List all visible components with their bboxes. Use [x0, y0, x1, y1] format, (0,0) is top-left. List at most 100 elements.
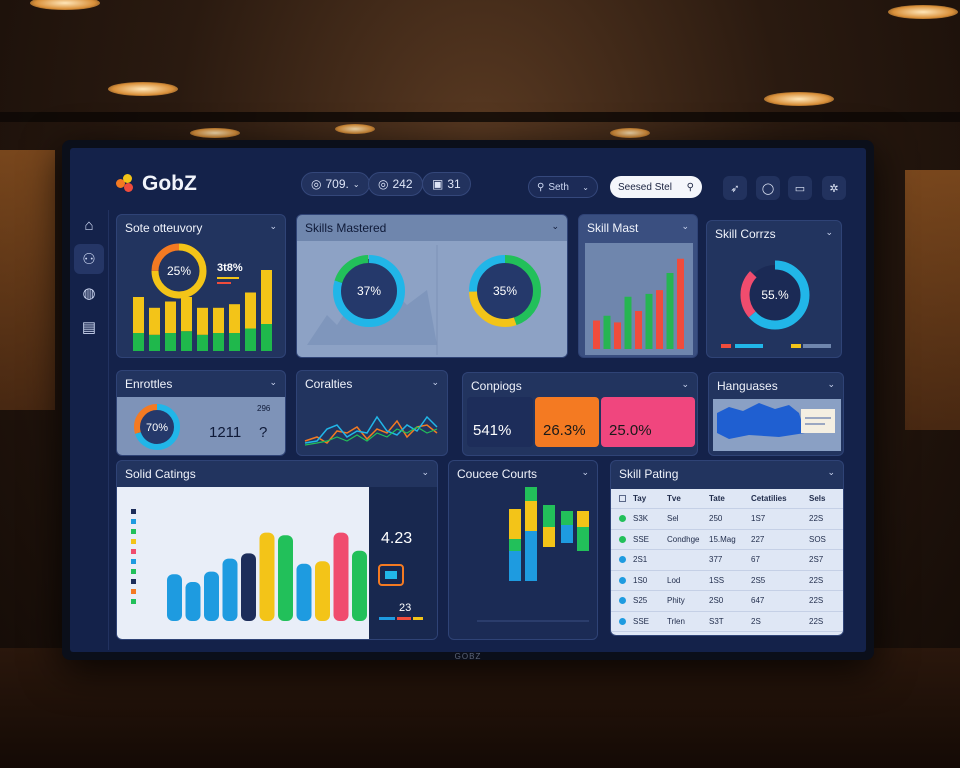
ceiling-light	[30, 0, 100, 10]
chevron-down-icon[interactable]: ⌄	[825, 227, 833, 237]
app-name: GobZ	[142, 172, 197, 195]
search-icon: ⚲	[537, 181, 545, 193]
chevron-down-icon[interactable]: ⌄	[421, 467, 429, 477]
cell: 647	[751, 596, 765, 606]
cell: 1S0	[633, 575, 648, 585]
overview-bars	[133, 270, 272, 351]
panel-title: Skill Corrzs	[715, 227, 776, 241]
campaign-card[interactable]: 25.0%	[601, 397, 695, 447]
bar	[185, 582, 201, 621]
mastered-donut2-label: 35%	[493, 284, 517, 298]
chevron-down-icon[interactable]: ⌄	[681, 221, 689, 231]
bar-segment	[229, 333, 240, 351]
panel-title: Sote otteuvory	[125, 221, 203, 235]
column-header[interactable]: Tate	[709, 494, 725, 503]
panel-title: Coralties	[305, 377, 353, 391]
pill-value: 242	[392, 177, 413, 191]
window-glow	[905, 170, 960, 430]
enroll-value1: 1211	[209, 424, 241, 441]
bar	[333, 532, 349, 621]
search-label: Seth	[548, 181, 569, 193]
campaign-card[interactable]: 26.3%	[535, 397, 599, 447]
sidebar-divider	[108, 210, 109, 650]
table-row[interactable]: S25 Phity 2S0 647 22S	[611, 591, 843, 612]
currency-pill-3[interactable]: ▣ 31	[422, 172, 471, 196]
column-header[interactable]: Tay	[633, 494, 647, 503]
chevron-down-icon[interactable]: ⌄	[827, 379, 835, 389]
bar-segment	[149, 334, 160, 351]
chevron-down-icon[interactable]: ⌄	[551, 221, 559, 231]
ceiling-beam	[0, 112, 960, 122]
panel-title: Solid Catings	[125, 467, 196, 481]
bar-segment	[561, 511, 573, 525]
status-dot	[618, 535, 626, 543]
bar-segment	[509, 509, 521, 539]
bar-segment	[213, 307, 224, 333]
bar	[222, 558, 238, 621]
course-counts-panel: Coucee Courts ⌄	[448, 460, 598, 640]
chevron-down-icon[interactable]: ⌄	[431, 377, 439, 387]
panel-title: Coucee Courts	[457, 467, 538, 481]
chevron-down-icon[interactable]: ⌄	[269, 221, 277, 231]
column-header[interactable]: Tve	[667, 494, 681, 503]
card-icon: ▣	[432, 177, 444, 191]
skill-rating-table-panel: Skill Pating ⌄ Tay Tve Tate Cetatilies S…	[610, 460, 844, 636]
ceiling-light	[764, 92, 834, 106]
select-all-checkbox[interactable]	[618, 495, 626, 502]
cell: 22S	[809, 514, 824, 524]
bar	[666, 273, 674, 349]
floor	[0, 648, 960, 768]
bar-segment	[133, 297, 144, 333]
cell: 15.Mag	[709, 534, 736, 544]
home-icon[interactable]: ⌂	[84, 216, 94, 234]
circle-icon[interactable]: ◯	[756, 176, 780, 200]
campaign-card[interactable]: 541%	[467, 397, 533, 447]
cell: 1S7	[751, 514, 766, 524]
chevron-down-icon[interactable]: ⌄	[581, 467, 589, 477]
bar-segment	[133, 333, 144, 351]
bar-segment	[261, 324, 272, 351]
search-field-text: Seesed Stel	[618, 181, 672, 193]
skill-overview-panel: Sote otteuvory ⌄ 25% 3t8%	[116, 214, 286, 358]
status-dot	[618, 597, 626, 605]
document-icon[interactable]: ▤	[81, 319, 97, 336]
table-row[interactable]: 2S1 377 67 2S7	[611, 550, 843, 571]
globe-icon[interactable]: ◍	[82, 285, 96, 302]
cell: 1SS	[709, 575, 725, 585]
search-input[interactable]: ⚲ Seth ⌄	[528, 176, 598, 198]
chevron-down-icon[interactable]: ⌄	[269, 377, 277, 387]
pill-value: 709.	[325, 177, 349, 191]
logo: GobZ	[116, 172, 197, 196]
cell: SSE	[633, 616, 650, 626]
bar-segment	[525, 531, 537, 581]
bar	[593, 320, 600, 349]
logo-icon	[116, 174, 136, 194]
column-header[interactable]: Cetatilies	[751, 494, 787, 503]
table-row[interactable]: S3K Sel 250 1S7 22S	[611, 509, 843, 530]
pill-value: 31	[447, 177, 461, 191]
search-field[interactable]: Seesed Stel ⚲	[610, 176, 702, 198]
users-icon[interactable]: ⚇	[74, 244, 104, 274]
cell: 2S1	[633, 555, 648, 565]
column-header[interactable]: Sels	[809, 494, 826, 503]
chevron-down-icon[interactable]: ⌄	[681, 379, 689, 389]
bolt-icon[interactable]: ➶	[723, 176, 747, 200]
status-dot	[618, 515, 626, 523]
monitor: GobZ ◎ 709. ⌄ ◎ 242 ▣ 31 ⚲ Seth ⌄ Seesed	[62, 140, 874, 661]
cell: SSE	[633, 534, 650, 544]
table-row[interactable]: SSE Condhge 15.Mag 227 SOS	[611, 530, 843, 550]
cell: 2S5	[751, 575, 766, 585]
sidebar: ⌂ ⚇ ◍ ▤	[72, 210, 108, 346]
currency-pill-2[interactable]: ◎ 242	[368, 172, 423, 196]
folder-icon[interactable]: ▭	[788, 176, 812, 200]
courses-donut-label: 55.%	[761, 288, 789, 302]
overview-stat: 3t8%	[217, 262, 243, 274]
table-row[interactable]: 1S0 Lod 1SS 2S5 22S	[611, 571, 843, 591]
currency-pill-1[interactable]: ◎ 709. ⌄	[301, 172, 370, 196]
cell: Lod	[667, 575, 681, 585]
bar-segment	[213, 333, 224, 351]
settings-icon[interactable]: ✲	[822, 176, 846, 200]
table-row[interactable]: SSE Trlen S3T 2S 22S	[611, 612, 843, 632]
chevron-down-icon[interactable]: ⌄	[827, 467, 835, 477]
status-dot	[618, 617, 626, 625]
